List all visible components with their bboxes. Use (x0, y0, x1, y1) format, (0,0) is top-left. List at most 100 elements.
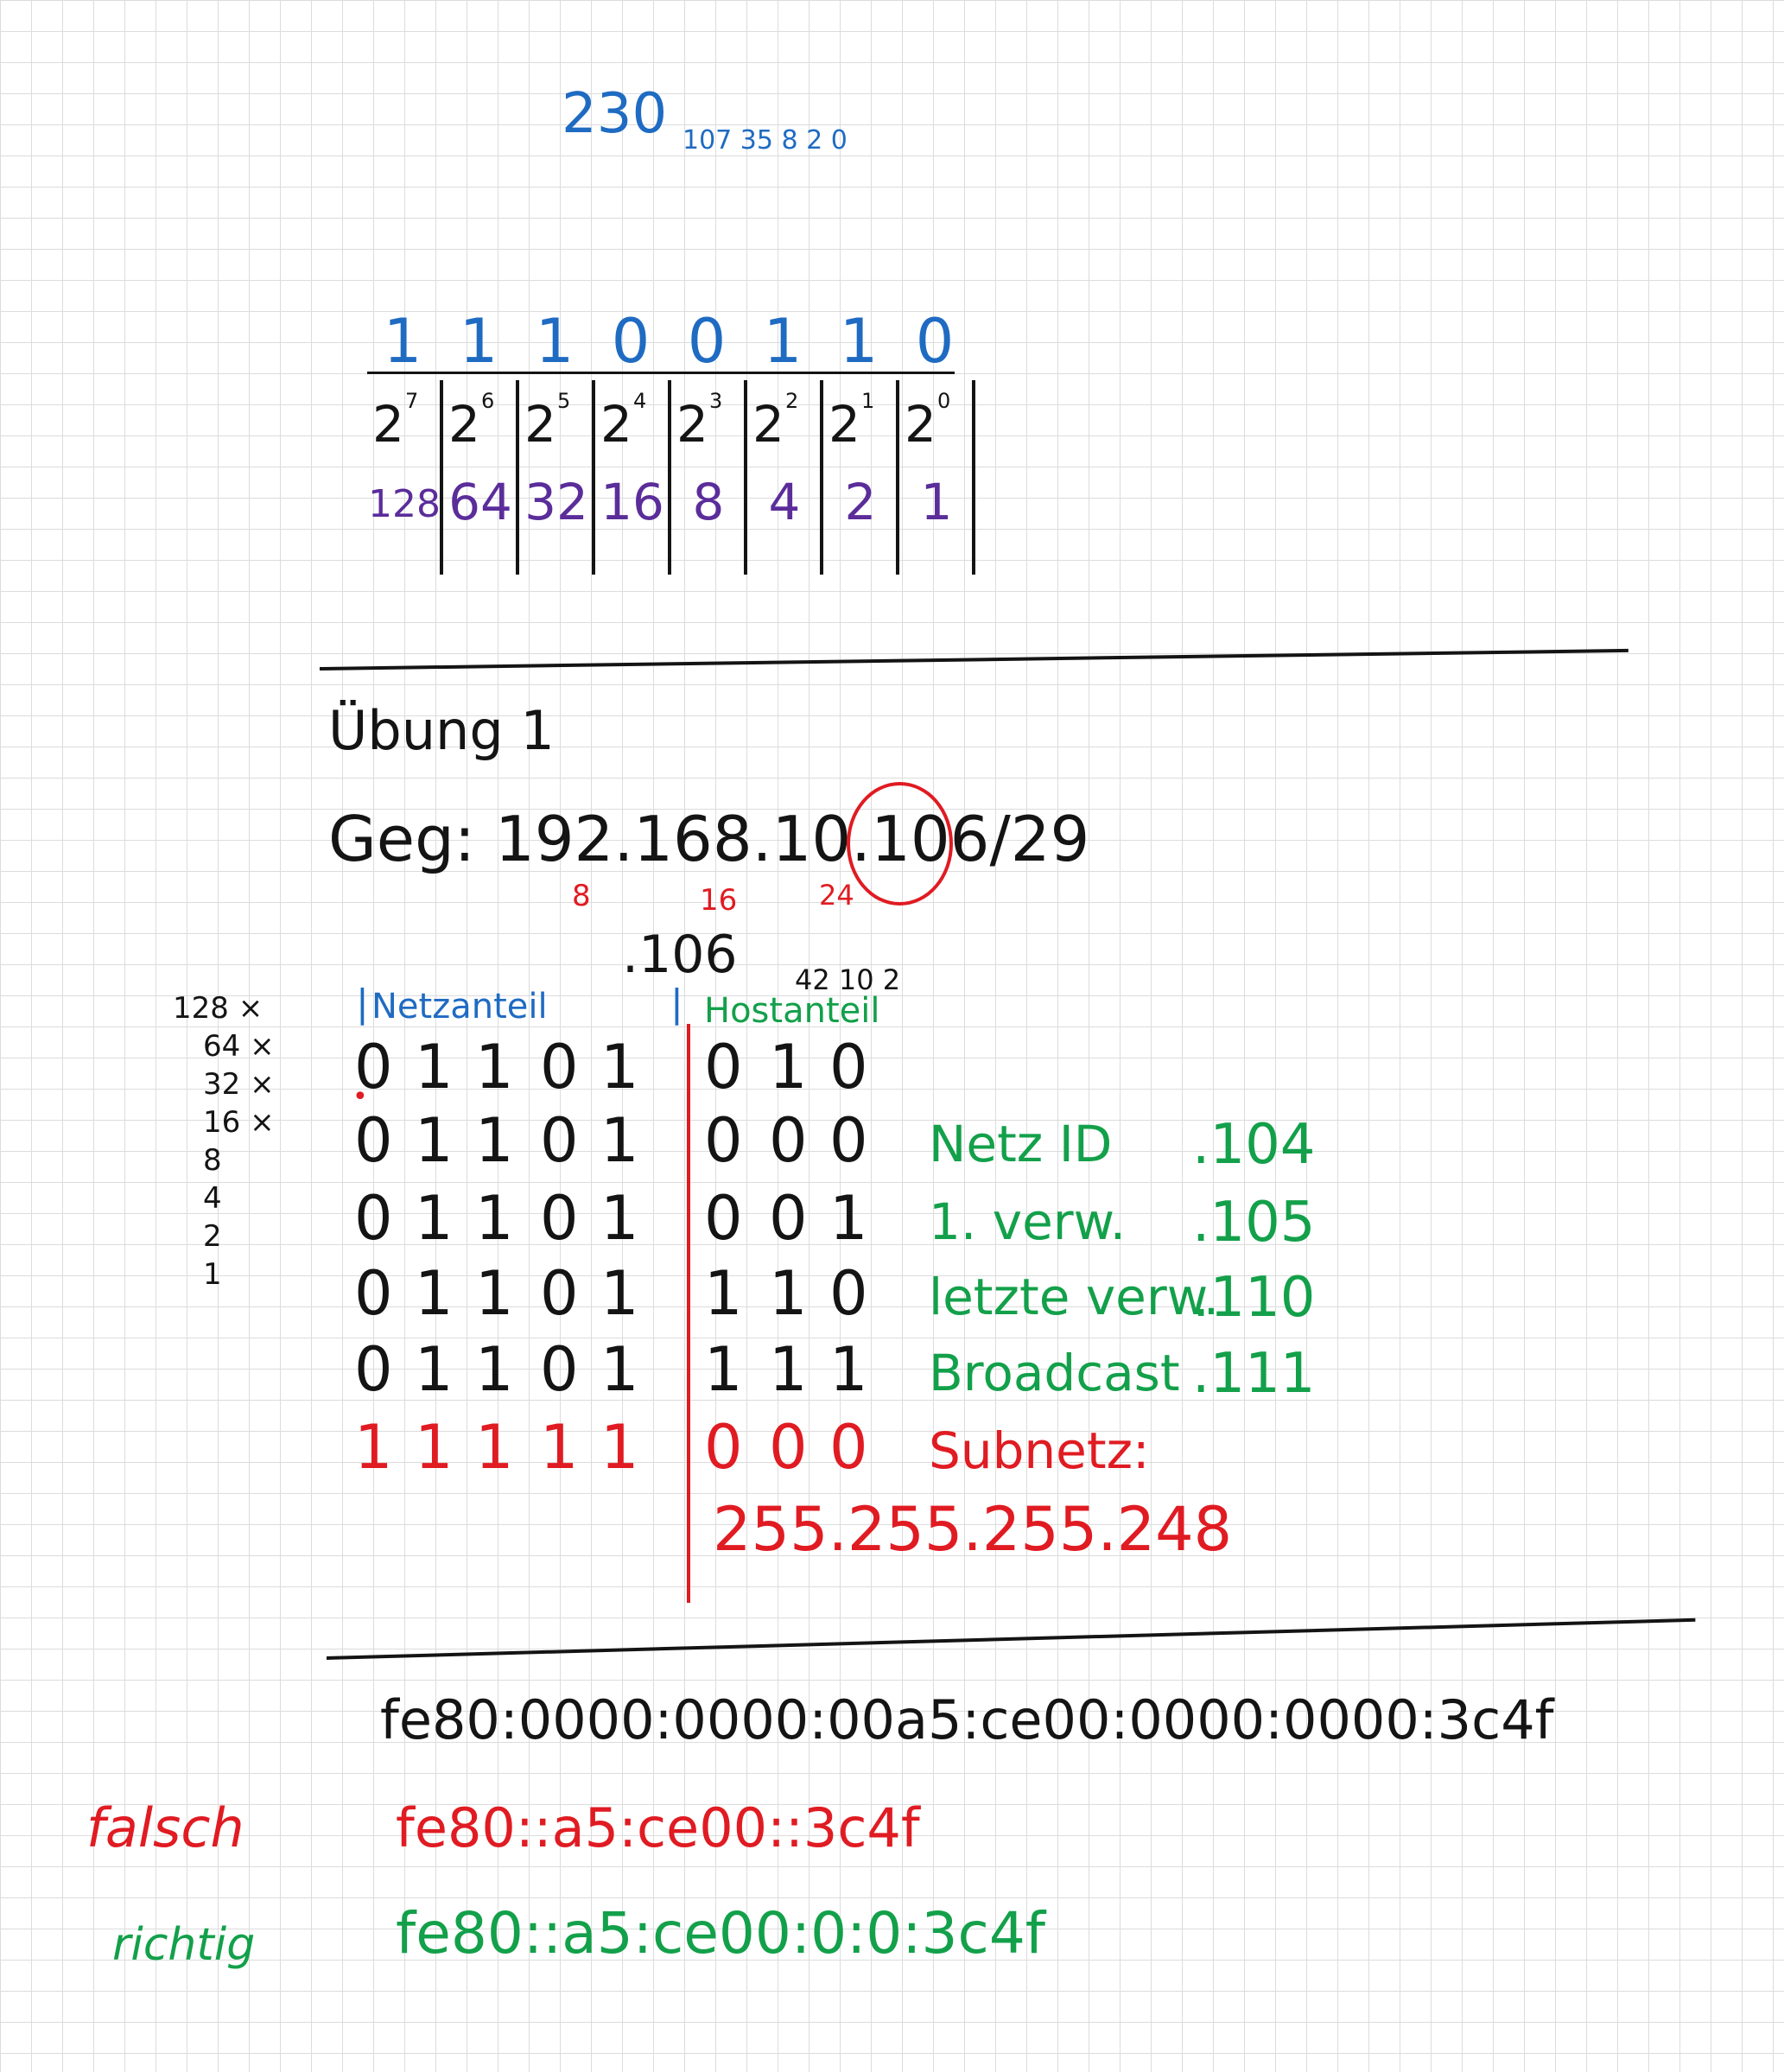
power-exponent: 5 (557, 389, 571, 413)
net-bit: 1 (415, 1334, 454, 1405)
octet-marker-24: 24 (819, 879, 854, 912)
power-exponent: 7 (405, 389, 419, 413)
net-bit: 0 (540, 1105, 579, 1176)
power-base: 2 (905, 395, 936, 454)
power-base: 2 (524, 395, 556, 454)
bit-weight: 8 (692, 473, 725, 531)
highlight-circle (847, 782, 953, 906)
octet-marker-16: 16 (700, 883, 738, 918)
net-host-separator (687, 1024, 690, 1603)
net-bit: 0 (354, 1183, 393, 1254)
row-value: .104 (1192, 1113, 1316, 1177)
ipv6-wrong: fe80::a5:ce00::3c4f (396, 1796, 920, 1859)
scratch-weight: 8 (203, 1143, 222, 1178)
power-exponent: 3 (709, 389, 723, 413)
net-bit: 1 (475, 1032, 514, 1103)
net-bit: 1 (600, 1258, 639, 1329)
bit-weight: 1 (920, 473, 953, 531)
bit-table-top-rule (367, 372, 955, 374)
bit-weight: 2 (844, 473, 877, 531)
bit-column-divider (744, 380, 747, 575)
divider-1 (319, 648, 1628, 671)
power-base: 2 (372, 395, 404, 454)
host-bit: 0 (829, 1032, 868, 1103)
row-label: Netz ID (929, 1115, 1113, 1173)
net-bit: 0 (354, 1258, 393, 1329)
host-bit: 0 (704, 1412, 743, 1483)
net-bit: 1 (600, 1334, 639, 1405)
power-base: 2 (829, 395, 860, 454)
bit-digit: 1 (535, 306, 575, 377)
host-bit: 0 (829, 1412, 868, 1483)
octet-scratch: 42 10 2 (795, 963, 901, 996)
host-bit: 1 (829, 1334, 868, 1405)
divider-2 (326, 1618, 1696, 1660)
bit-weight: 128 (368, 482, 441, 526)
bit-digit: 0 (611, 306, 651, 377)
bit-weight: 16 (600, 473, 664, 531)
bit-digit: 0 (687, 306, 727, 377)
host-bit: 1 (769, 1334, 808, 1405)
hostanteil-bar: | (670, 982, 683, 1026)
scratch-weight: 2 (203, 1219, 222, 1254)
bit-digit: 1 (839, 306, 879, 377)
power-base: 2 (600, 395, 632, 454)
bit-column-divider (896, 380, 899, 575)
bit-column-divider (972, 380, 975, 575)
net-bit: 0 (540, 1032, 579, 1103)
bit-column-divider (440, 380, 443, 575)
host-bit: 0 (704, 1183, 743, 1254)
bit-digit: 1 (459, 306, 498, 377)
net-bit: 1 (415, 1032, 454, 1103)
host-bit: 1 (704, 1334, 743, 1405)
net-bit: 1 (415, 1412, 454, 1483)
power-exponent: 1 (861, 389, 875, 413)
net-bit: 1 (475, 1183, 514, 1254)
bit-column-divider (592, 380, 595, 575)
net-bit: 1 (600, 1105, 639, 1176)
bit-column-divider (820, 380, 823, 575)
row-label: Broadcast (929, 1344, 1180, 1402)
net-bit: 1 (600, 1412, 639, 1483)
host-bit: 0 (769, 1412, 808, 1483)
scratch-weight: 32 × (203, 1067, 275, 1102)
host-bit: 1 (769, 1258, 808, 1329)
netzanteil-label: Netzanteil (371, 987, 548, 1026)
bit-weight: 4 (768, 473, 801, 531)
net-bit: 0 (540, 1258, 579, 1329)
scratch-weight: 128 × (173, 991, 263, 1026)
net-bit: 0 (354, 1032, 393, 1103)
bit-digit: 1 (763, 306, 803, 377)
bit-weight: 64 (448, 473, 512, 531)
row-value: .105 (1192, 1191, 1316, 1255)
net-bit: 0 (354, 1105, 393, 1176)
host-bit: 0 (769, 1183, 808, 1254)
hostanteil-label: Hostanteil (704, 991, 880, 1031)
red-dot: • (352, 1082, 368, 1112)
host-bit: 0 (829, 1258, 868, 1329)
ipv6-full: fe80:0000:0000:00a5:ce00:0000:0000:3c4f (380, 1688, 1554, 1751)
exercise-title: Übung 1 (328, 699, 555, 762)
power-exponent: 4 (633, 389, 647, 413)
power-exponent: 6 (481, 389, 495, 413)
net-bit: 1 (415, 1183, 454, 1254)
host-bit: 1 (704, 1258, 743, 1329)
power-base: 2 (448, 395, 480, 454)
power-base: 2 (676, 395, 708, 454)
row-label: Subnetz: (929, 1421, 1150, 1480)
power-exponent: 2 (785, 389, 799, 413)
host-bit: 0 (769, 1105, 808, 1176)
net-bit: 1 (540, 1412, 579, 1483)
power-base: 2 (752, 395, 784, 454)
top-scratch: 107 35 8 2 0 (682, 125, 848, 156)
ipv6-right: fe80::a5:ce00:0:0:3c4f (396, 1900, 1046, 1967)
netzanteil-bar: | (356, 982, 369, 1026)
ipv6-right-label: richtig (112, 1919, 256, 1971)
bit-digit: 1 (383, 306, 422, 377)
net-bit: 1 (475, 1258, 514, 1329)
net-bit: 0 (540, 1183, 579, 1254)
host-bit: 0 (829, 1105, 868, 1176)
bit-digit: 0 (915, 306, 955, 377)
scratch-weight: 4 (203, 1181, 222, 1216)
octet-label: .106 (622, 925, 738, 985)
